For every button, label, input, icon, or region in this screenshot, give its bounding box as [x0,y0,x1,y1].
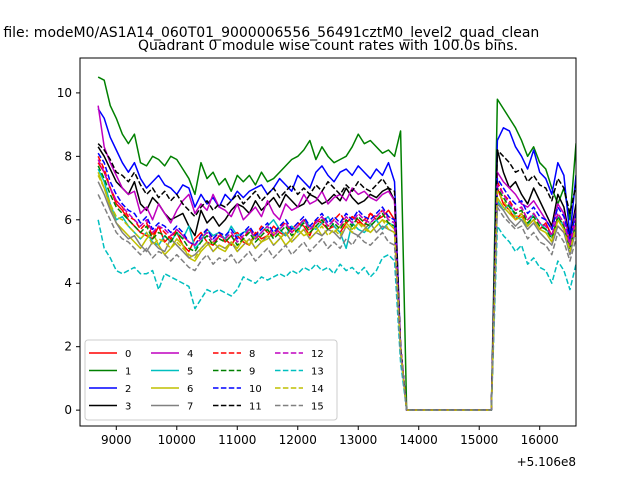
series-line-14 [97,175,576,411]
axes-frame [79,57,577,427]
chart-suptitle: n file: modeM0/AS1A14_060T01_9000006556_… [0,25,539,41]
series-layer [97,76,576,411]
legend-label-5: 5 [187,367,193,378]
series-line-10 [97,152,576,411]
legend-label-14: 14 [311,384,324,395]
series-line-7 [97,181,576,411]
legend-label-4: 4 [187,349,193,360]
legend-label-8: 8 [249,349,255,360]
legend-label-6: 6 [187,384,193,395]
x-tick-label: 16000 [521,433,559,447]
series-line-9 [97,165,576,411]
y-tick-label: 0 [64,403,72,417]
series-line-2 [97,108,576,411]
x-tick-label: 10000 [158,433,196,447]
series-line-15 [97,194,576,411]
legend-label-2: 2 [125,384,131,395]
y-tick-label: 2 [64,340,72,354]
legend-label-13: 13 [311,367,324,378]
series-line-8 [97,156,576,411]
legend-label-15: 15 [311,402,324,413]
series-line-11 [97,143,576,411]
axes: 9000 10000 11000 12000 13000 14000 15000 16000 0… [57,57,577,447]
series-line-1 [97,76,576,411]
x-tick-label: 12000 [279,433,317,447]
legend-label-7: 7 [187,402,193,413]
legend-label-0: 0 [125,349,131,360]
legend-label-10: 10 [249,384,262,395]
legend-label-12: 12 [311,349,324,360]
legend-label-1: 1 [125,367,131,378]
series-line-13 [97,219,576,411]
series-line-5 [97,168,576,411]
legend-box [84,339,338,421]
y-tick-label: 8 [64,149,72,163]
y-tick-label: 6 [64,213,72,227]
x-tick-label: 11000 [218,433,256,447]
y-tick-label: 10 [57,86,72,100]
x-tick-label: 9000 [101,433,132,447]
x-tick-label: 14000 [400,433,438,447]
chart-title: Quadrant 0 module wise count rates with … [138,38,518,54]
x-tick-label: 15000 [460,433,498,447]
series-line-3 [97,146,576,411]
y-tick-label: 4 [64,276,72,290]
legend-label-11: 11 [249,402,262,413]
legend-label-9: 9 [249,367,255,378]
series-line-12 [97,159,576,411]
x-offset-label: +5.106e8 [517,455,576,469]
legend-label-3: 3 [125,402,131,413]
series-line-4 [97,105,576,411]
x-tick-label: 13000 [339,433,377,447]
